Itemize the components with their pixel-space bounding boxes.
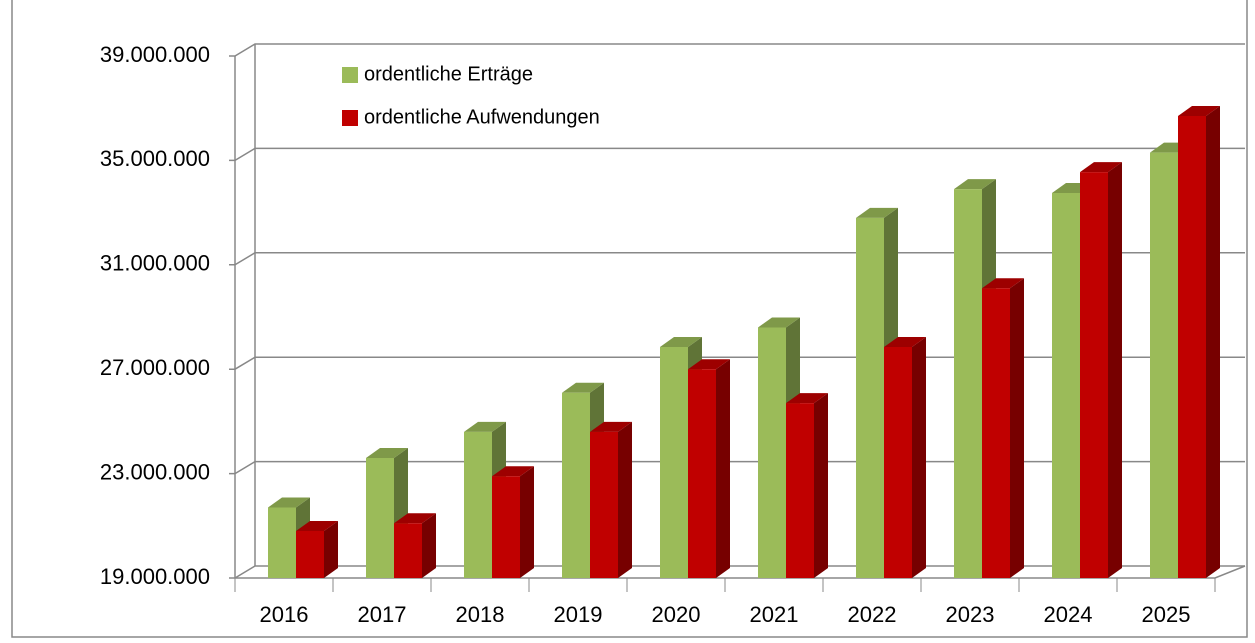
x-tick-label: 2025 <box>1142 602 1191 627</box>
bar-front <box>464 431 492 578</box>
x-tick-label: 2017 <box>358 602 407 627</box>
bar-side <box>716 359 730 578</box>
bar-top <box>982 278 1024 289</box>
x-tick-label: 2016 <box>260 602 309 627</box>
bar-front <box>758 327 786 578</box>
bar <box>492 466 534 578</box>
bar-front <box>982 288 1010 578</box>
bar-front <box>688 369 716 578</box>
x-tick-label: 2020 <box>652 602 701 627</box>
bar-front <box>562 392 590 578</box>
bar-side <box>912 337 926 578</box>
bar-top <box>688 359 730 370</box>
bar-side <box>520 466 534 578</box>
bar-top <box>394 513 436 524</box>
grid-line <box>229 565 1245 579</box>
bar-front <box>884 347 912 578</box>
grid-line <box>229 460 1245 475</box>
bar <box>1080 162 1122 578</box>
bar-top <box>268 497 310 508</box>
bar <box>296 521 338 578</box>
bar-front <box>268 507 296 578</box>
bar <box>590 421 632 578</box>
bar-front <box>786 403 814 578</box>
bar-side <box>814 393 828 578</box>
bar-top <box>590 421 632 432</box>
x-tick-label: 2019 <box>554 602 603 627</box>
bar-front <box>1178 116 1206 578</box>
x-tick-label: 2023 <box>946 602 995 627</box>
bar-front <box>296 531 324 578</box>
bar-top <box>366 447 408 458</box>
bar-top <box>856 207 898 218</box>
bar <box>688 359 730 578</box>
legend-swatch <box>342 110 358 126</box>
legend-swatch <box>342 67 358 83</box>
x-tick-label: 2024 <box>1044 602 1093 627</box>
bar-front <box>660 347 688 578</box>
x-tick-label: 2021 <box>750 602 799 627</box>
bar-top <box>884 337 926 348</box>
bar-side <box>1108 162 1122 578</box>
bar-top <box>464 421 506 432</box>
bar-front <box>856 217 884 578</box>
bar-top <box>1178 106 1220 117</box>
bar-top <box>954 179 996 190</box>
legend-label: ordentliche Erträge <box>364 63 533 85</box>
bar <box>1178 106 1220 578</box>
x-tick-label: 2022 <box>848 602 897 627</box>
bar-front <box>1080 172 1108 578</box>
bar-front <box>954 189 982 579</box>
grid-line <box>229 356 1245 370</box>
grid-line <box>229 147 1245 162</box>
y-tick-label: 19.000.000 <box>100 564 210 589</box>
bar-front <box>1052 193 1080 578</box>
bar-top <box>492 466 534 477</box>
bar-side <box>422 513 436 578</box>
bar-top <box>296 521 338 532</box>
bar <box>982 278 1024 578</box>
grid-line <box>229 252 1245 266</box>
bar-front <box>1150 152 1178 578</box>
bar-top <box>1080 162 1122 173</box>
y-tick-label: 23.000.000 <box>100 459 210 484</box>
bar-side <box>1206 106 1220 578</box>
bar-front <box>366 457 394 578</box>
bar-front <box>394 523 422 578</box>
bar-front <box>492 476 520 578</box>
bar <box>884 337 926 578</box>
bar <box>786 393 828 578</box>
grid-line <box>229 43 1245 57</box>
y-tick-label: 35.000.000 <box>100 146 210 171</box>
bar-top <box>562 382 604 393</box>
bar <box>394 513 436 578</box>
bar-top <box>660 337 702 348</box>
x-tick-label: 2018 <box>456 602 505 627</box>
bar-side <box>1010 278 1024 578</box>
y-tick-label: 31.000.000 <box>100 251 210 276</box>
bar-side <box>618 421 632 578</box>
bar-side <box>324 521 338 578</box>
bar-front <box>590 431 618 578</box>
bar-top <box>758 317 800 328</box>
legend-label: ordentliche Aufwendungen <box>364 106 600 128</box>
bar-top <box>786 393 828 404</box>
y-tick-label: 27.000.000 <box>100 355 210 380</box>
y-tick-label: 39.000.000 <box>100 42 210 67</box>
